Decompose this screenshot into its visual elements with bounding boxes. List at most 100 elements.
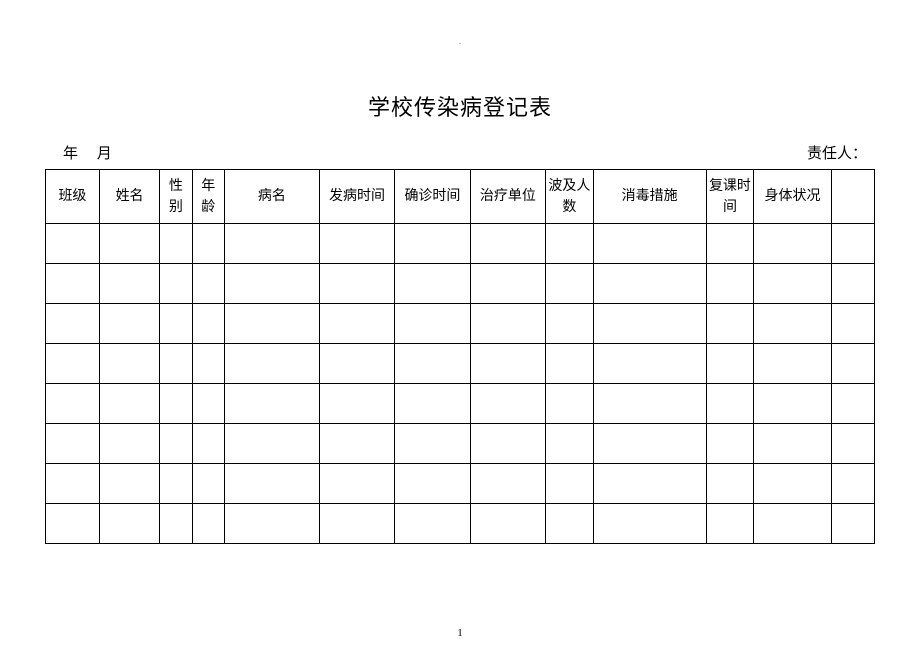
table-cell <box>831 304 874 344</box>
table-cell <box>706 304 753 344</box>
table-cell <box>593 504 706 544</box>
table-cell <box>46 304 100 344</box>
table-cell <box>546 384 593 424</box>
table-cell <box>706 424 753 464</box>
table-cell <box>395 344 470 384</box>
table-cell <box>160 424 192 464</box>
column-header: 波及人数 <box>546 170 593 224</box>
table-cell <box>46 264 100 304</box>
table-cell <box>224 344 319 384</box>
table-cell <box>754 344 832 384</box>
table-row <box>46 504 875 544</box>
table-cell <box>470 504 545 544</box>
table-cell <box>160 264 192 304</box>
table-cell <box>192 344 224 384</box>
table-cell <box>546 344 593 384</box>
date-label: 年 月 <box>48 142 112 163</box>
table-cell <box>831 464 874 504</box>
table-cell <box>754 504 832 544</box>
table-cell <box>319 304 394 344</box>
table-cell <box>831 384 874 424</box>
table-cell <box>99 504 159 544</box>
table-cell <box>706 264 753 304</box>
meta-row: 年 月 责任人： <box>45 142 875 163</box>
table-cell <box>754 384 832 424</box>
table-cell <box>160 344 192 384</box>
table-cell <box>192 304 224 344</box>
table-cell <box>224 224 319 264</box>
table-cell <box>160 504 192 544</box>
table-cell <box>470 464 545 504</box>
table-cell <box>160 224 192 264</box>
table-cell <box>46 504 100 544</box>
table-body <box>46 224 875 544</box>
table-cell <box>319 264 394 304</box>
table-cell <box>831 504 874 544</box>
table-cell <box>192 504 224 544</box>
table-cell <box>99 344 159 384</box>
table-cell <box>160 464 192 504</box>
page-number: 1 <box>457 627 463 639</box>
column-header: 性别 <box>160 170 192 224</box>
table-cell <box>99 304 159 344</box>
table-cell <box>319 424 394 464</box>
table-cell <box>192 384 224 424</box>
table-cell <box>224 504 319 544</box>
table-cell <box>593 264 706 304</box>
table-row <box>46 224 875 264</box>
table-cell <box>99 224 159 264</box>
table-cell <box>224 384 319 424</box>
table-cell <box>706 224 753 264</box>
table-cell <box>546 264 593 304</box>
table-cell <box>593 424 706 464</box>
column-header: 发病时间 <box>319 170 394 224</box>
table-cell <box>99 264 159 304</box>
table-cell <box>546 504 593 544</box>
table-cell <box>319 384 394 424</box>
table-cell <box>470 344 545 384</box>
column-header <box>831 170 874 224</box>
table-row <box>46 304 875 344</box>
table-cell <box>754 264 832 304</box>
table-cell <box>706 344 753 384</box>
table-row <box>46 344 875 384</box>
column-header: 复课时间 <box>706 170 753 224</box>
column-header: 确诊时间 <box>395 170 470 224</box>
table-cell <box>319 504 394 544</box>
responsible-label: 责任人： <box>807 142 872 163</box>
table-cell <box>395 224 470 264</box>
table-cell <box>395 264 470 304</box>
table-cell <box>593 344 706 384</box>
table-cell <box>46 384 100 424</box>
decorative-dot: . <box>459 36 462 47</box>
table-cell <box>754 304 832 344</box>
table-cell <box>99 384 159 424</box>
table-cell <box>395 304 470 344</box>
table-cell <box>470 264 545 304</box>
table-cell <box>546 224 593 264</box>
table-cell <box>831 224 874 264</box>
table-cell <box>546 424 593 464</box>
column-header: 病名 <box>224 170 319 224</box>
table-cell <box>831 344 874 384</box>
table-row <box>46 464 875 504</box>
table-cell <box>192 424 224 464</box>
table-cell <box>395 424 470 464</box>
table-cell <box>470 304 545 344</box>
column-header: 消毒措施 <box>593 170 706 224</box>
table-cell <box>706 464 753 504</box>
table-cell <box>395 464 470 504</box>
table-cell <box>46 424 100 464</box>
column-header: 身体状况 <box>754 170 832 224</box>
table-cell <box>754 464 832 504</box>
table-cell <box>470 224 545 264</box>
table-cell <box>224 264 319 304</box>
table-cell <box>160 304 192 344</box>
table-row <box>46 424 875 464</box>
table-cell <box>546 464 593 504</box>
table-cell <box>593 384 706 424</box>
table-cell <box>754 224 832 264</box>
column-header: 治疗单位 <box>470 170 545 224</box>
page-title: 学校传染病登记表 <box>45 90 875 122</box>
table-cell <box>706 504 753 544</box>
